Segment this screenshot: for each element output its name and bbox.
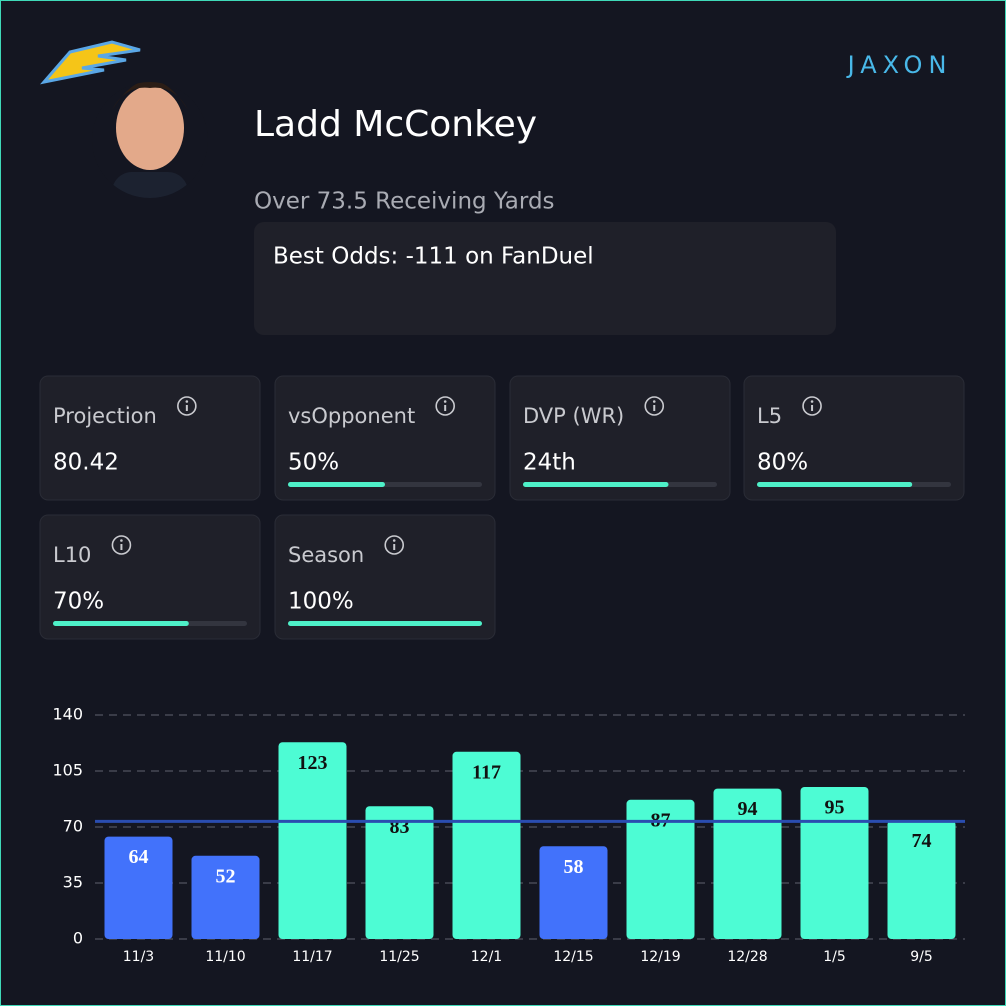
bar [539,846,608,939]
y-tick-label: 35 [63,873,83,892]
progress-fill [53,621,189,626]
bar [278,742,347,939]
player-photo [92,82,208,198]
x-tick-label: 9/5 [910,949,933,965]
stat-label: L5 [757,404,782,428]
data-label: 95 [825,797,845,819]
data-label: 58 [564,856,584,878]
y-tick-label: 140 [52,705,83,724]
info-icon [120,539,123,542]
stats: Projection 80.42 vsOpponent 50% DVP (WR) 24th… [39,375,965,640]
data-label: 52 [216,865,236,887]
bar [626,799,695,939]
stat-label: Projection [53,404,157,428]
data-label: 123 [298,752,328,774]
stat-card [39,375,261,501]
info-icon [443,400,447,403]
team-logo [39,40,141,85]
odds-box [254,222,836,335]
info-icon [435,396,455,416]
data-label: 64 [129,846,149,868]
stat-value: 24th [523,450,576,476]
x-tick-label: 12/15 [553,949,593,965]
prop: Over 73.5 Receiving Yards [254,189,555,215]
stat-value: 100% [288,589,354,615]
bar [887,820,956,939]
odds: Best Odds: -111 on FanDuel [273,244,594,270]
data-label: 94 [738,798,758,820]
stat-value: 70% [53,589,104,615]
x-tick-label: 11/25 [379,949,419,965]
info-icon [392,539,396,542]
stat-value: 50% [288,450,339,476]
stat-card [274,375,496,501]
stat-label: DVP (WR) [523,404,624,428]
data-label: 83 [390,816,410,838]
x-tick-label: 11/10 [205,949,245,965]
info-icon [644,396,665,416]
y-tick-label: 0 [73,929,83,948]
progress-fill [288,482,385,487]
stat-label: Season [288,543,364,567]
stat-card [274,514,496,640]
info-icon [111,535,132,555]
data-label: 117 [472,761,501,783]
bar [104,836,173,939]
x-tick-label: 12/1 [471,949,502,965]
y-tick-label: 105 [52,761,83,780]
info-icon [810,400,814,403]
bar [365,806,434,939]
x-tick-label: 12/28 [727,949,767,965]
bar [713,788,782,939]
bar [800,787,869,939]
info-icon [185,400,189,403]
stat-label: vsOpponent [288,404,415,428]
x-tick-label: 11/17 [292,949,332,965]
progress-fill [523,482,669,487]
info-icon [177,396,197,416]
stat-label: L10 [53,543,91,567]
bar [191,855,260,939]
chart: 0 35 70 105 140 11/3 64 11/10 52 11/17 123 11/25 83 1… [52,705,965,965]
stat-card [743,375,965,501]
x-tick-label: 11/3 [123,949,154,965]
brand: JAXON [846,51,953,79]
stat-card [39,514,261,640]
progress-fill [757,482,913,487]
x-tick-label: 12/19 [640,949,680,965]
info-icon [802,396,822,416]
stat-value: 80.42 [53,450,119,476]
info-icon [384,535,405,555]
x-tick-label: 1/5 [823,949,846,965]
info-icon [652,400,656,403]
stat-card [509,375,731,501]
y-tick-label: 70 [63,817,83,836]
bar [452,751,521,939]
data-label: 74 [912,830,932,852]
stat-value: 80% [757,450,808,476]
player-name: Ladd McConkey [254,104,537,145]
progress-fill [288,621,482,626]
